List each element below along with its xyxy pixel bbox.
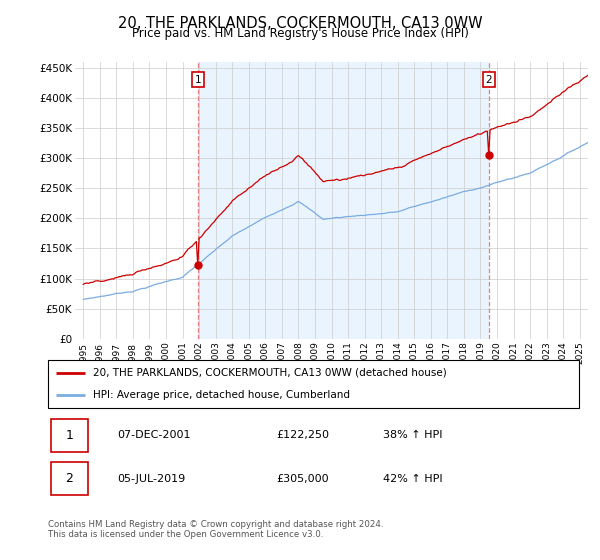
- Text: 1: 1: [194, 74, 201, 85]
- Text: 07-DEC-2001: 07-DEC-2001: [117, 431, 191, 440]
- Text: £305,000: £305,000: [277, 474, 329, 483]
- Text: Price paid vs. HM Land Registry's House Price Index (HPI): Price paid vs. HM Land Registry's House …: [131, 27, 469, 40]
- Text: 1: 1: [65, 429, 73, 442]
- Text: Contains HM Land Registry data © Crown copyright and database right 2024.
This d: Contains HM Land Registry data © Crown c…: [48, 520, 383, 539]
- FancyBboxPatch shape: [48, 360, 579, 408]
- Text: 20, THE PARKLANDS, COCKERMOUTH, CA13 0WW: 20, THE PARKLANDS, COCKERMOUTH, CA13 0WW: [118, 16, 482, 31]
- Text: 2: 2: [485, 74, 492, 85]
- FancyBboxPatch shape: [50, 461, 88, 496]
- FancyBboxPatch shape: [50, 419, 88, 452]
- Bar: [198, 62, 489, 339]
- Text: 05-JUL-2019: 05-JUL-2019: [117, 474, 185, 483]
- Text: 20, THE PARKLANDS, COCKERMOUTH, CA13 0WW (detached house): 20, THE PARKLANDS, COCKERMOUTH, CA13 0WW…: [93, 368, 447, 378]
- Text: 38% ↑ HPI: 38% ↑ HPI: [383, 431, 442, 440]
- Text: £122,250: £122,250: [277, 431, 329, 440]
- Text: 42% ↑ HPI: 42% ↑ HPI: [383, 474, 442, 483]
- Text: HPI: Average price, detached house, Cumberland: HPI: Average price, detached house, Cumb…: [93, 390, 350, 400]
- Text: 2: 2: [65, 472, 73, 485]
